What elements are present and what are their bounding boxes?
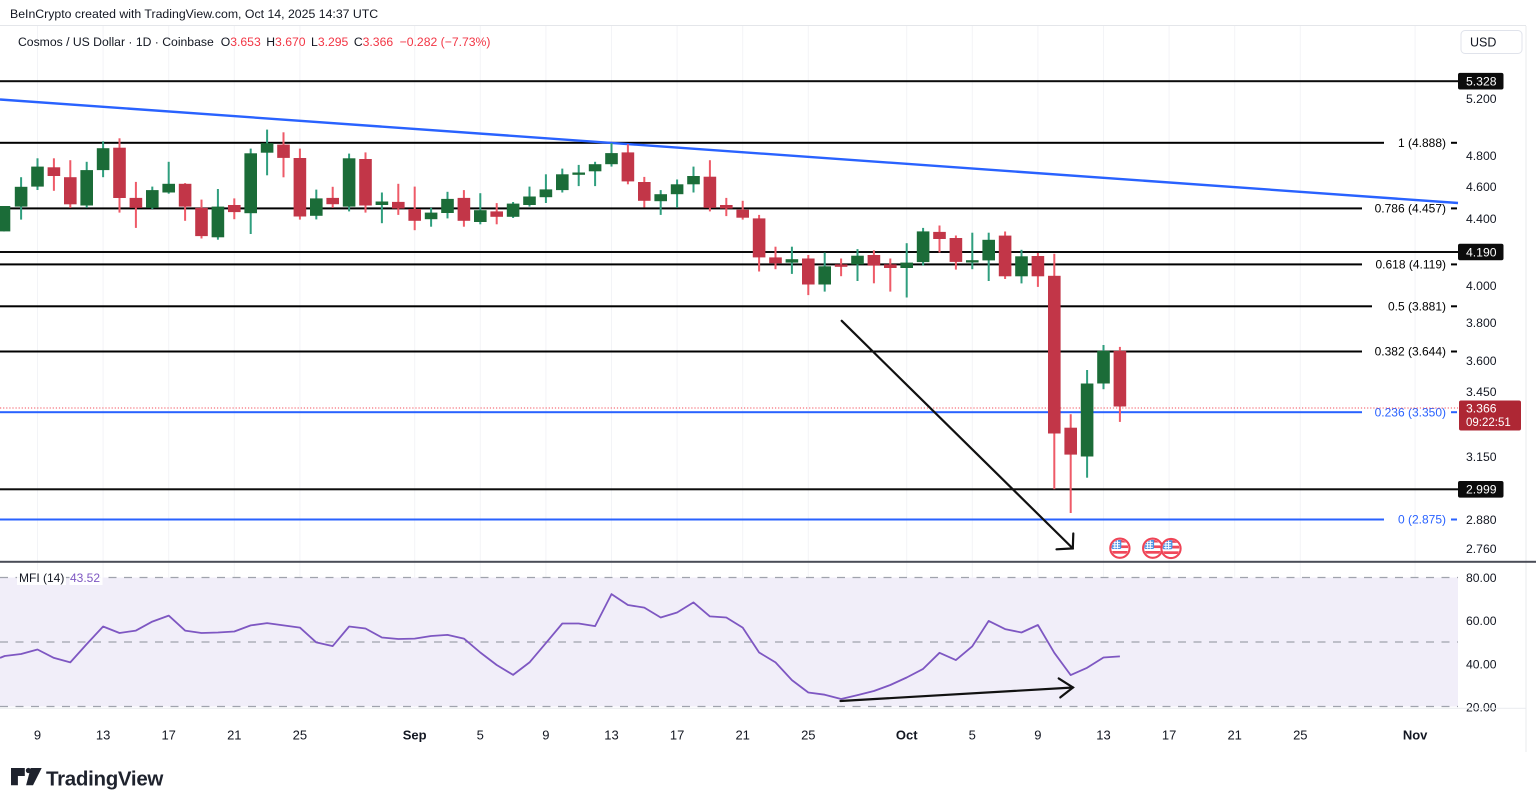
svg-text:21: 21 <box>227 728 241 743</box>
svg-text:13: 13 <box>1096 728 1110 743</box>
svg-text:MFI (14): MFI (14) <box>19 571 64 585</box>
svg-text:9: 9 <box>1034 728 1041 743</box>
svg-text:1 (4.888): 1 (4.888) <box>1398 136 1446 150</box>
svg-text:Nov: Nov <box>1403 728 1428 743</box>
svg-text:5: 5 <box>969 728 976 743</box>
svg-text:0.236 (3.350): 0.236 (3.350) <box>1375 405 1446 419</box>
svg-text:0.618 (4.119): 0.618 (4.119) <box>1376 258 1447 272</box>
svg-text:9: 9 <box>34 728 41 743</box>
svg-text:0.382 (3.644): 0.382 (3.644) <box>1375 345 1446 359</box>
svg-text:3.366: 3.366 <box>1466 402 1497 416</box>
svg-text:17: 17 <box>161 728 175 743</box>
svg-text:4.400: 4.400 <box>1466 212 1497 226</box>
svg-text:20.00: 20.00 <box>1466 701 1497 715</box>
svg-text:BeInCrypto created with Tradin: BeInCrypto created with TradingView.com,… <box>10 7 378 21</box>
svg-text:80.00: 80.00 <box>1466 571 1497 585</box>
svg-text:21: 21 <box>1227 728 1241 743</box>
svg-text:17: 17 <box>670 728 684 743</box>
svg-text:40.00: 40.00 <box>1466 657 1497 671</box>
svg-text:25: 25 <box>1293 728 1307 743</box>
svg-text:Oct: Oct <box>896 728 918 743</box>
svg-text:0.786 (4.457): 0.786 (4.457) <box>1375 202 1446 216</box>
svg-text:17: 17 <box>1162 728 1176 743</box>
svg-text:0 (2.875): 0 (2.875) <box>1398 513 1446 527</box>
svg-text:TradingView: TradingView <box>46 768 163 791</box>
svg-text:0.5 (3.881): 0.5 (3.881) <box>1388 300 1446 314</box>
svg-text:43.52: 43.52 <box>70 571 100 585</box>
svg-text:5.328: 5.328 <box>1466 75 1497 89</box>
svg-text:60.00: 60.00 <box>1466 614 1497 628</box>
svg-text:3.450: 3.450 <box>1466 385 1497 399</box>
svg-text:09:22:51: 09:22:51 <box>1466 417 1511 429</box>
svg-text:5.200: 5.200 <box>1466 92 1497 106</box>
svg-text:3.800: 3.800 <box>1466 316 1497 330</box>
svg-text:Cosmos / US Dollar · 1D · Coin: Cosmos / US Dollar · 1D · Coinbase O3.653… <box>18 35 490 49</box>
svg-text:2.760: 2.760 <box>1466 542 1497 556</box>
svg-text:USD: USD <box>1470 35 1496 49</box>
svg-text:5: 5 <box>477 728 484 743</box>
svg-text:2.999: 2.999 <box>1466 483 1497 497</box>
svg-text:13: 13 <box>96 728 110 743</box>
svg-text:4.800: 4.800 <box>1466 149 1497 163</box>
svg-text:4.000: 4.000 <box>1466 279 1497 293</box>
svg-text:13: 13 <box>604 728 618 743</box>
svg-text:21: 21 <box>735 728 749 743</box>
svg-text:25: 25 <box>801 728 815 743</box>
svg-text:4.600: 4.600 <box>1466 180 1497 194</box>
svg-text:25: 25 <box>293 728 307 743</box>
svg-text:9: 9 <box>542 728 549 743</box>
svg-text:3.600: 3.600 <box>1466 354 1497 368</box>
svg-text:3.150: 3.150 <box>1466 450 1497 464</box>
svg-text:4.190: 4.190 <box>1466 245 1497 259</box>
svg-text:Sep: Sep <box>403 728 427 743</box>
svg-text:2.880: 2.880 <box>1466 513 1497 527</box>
